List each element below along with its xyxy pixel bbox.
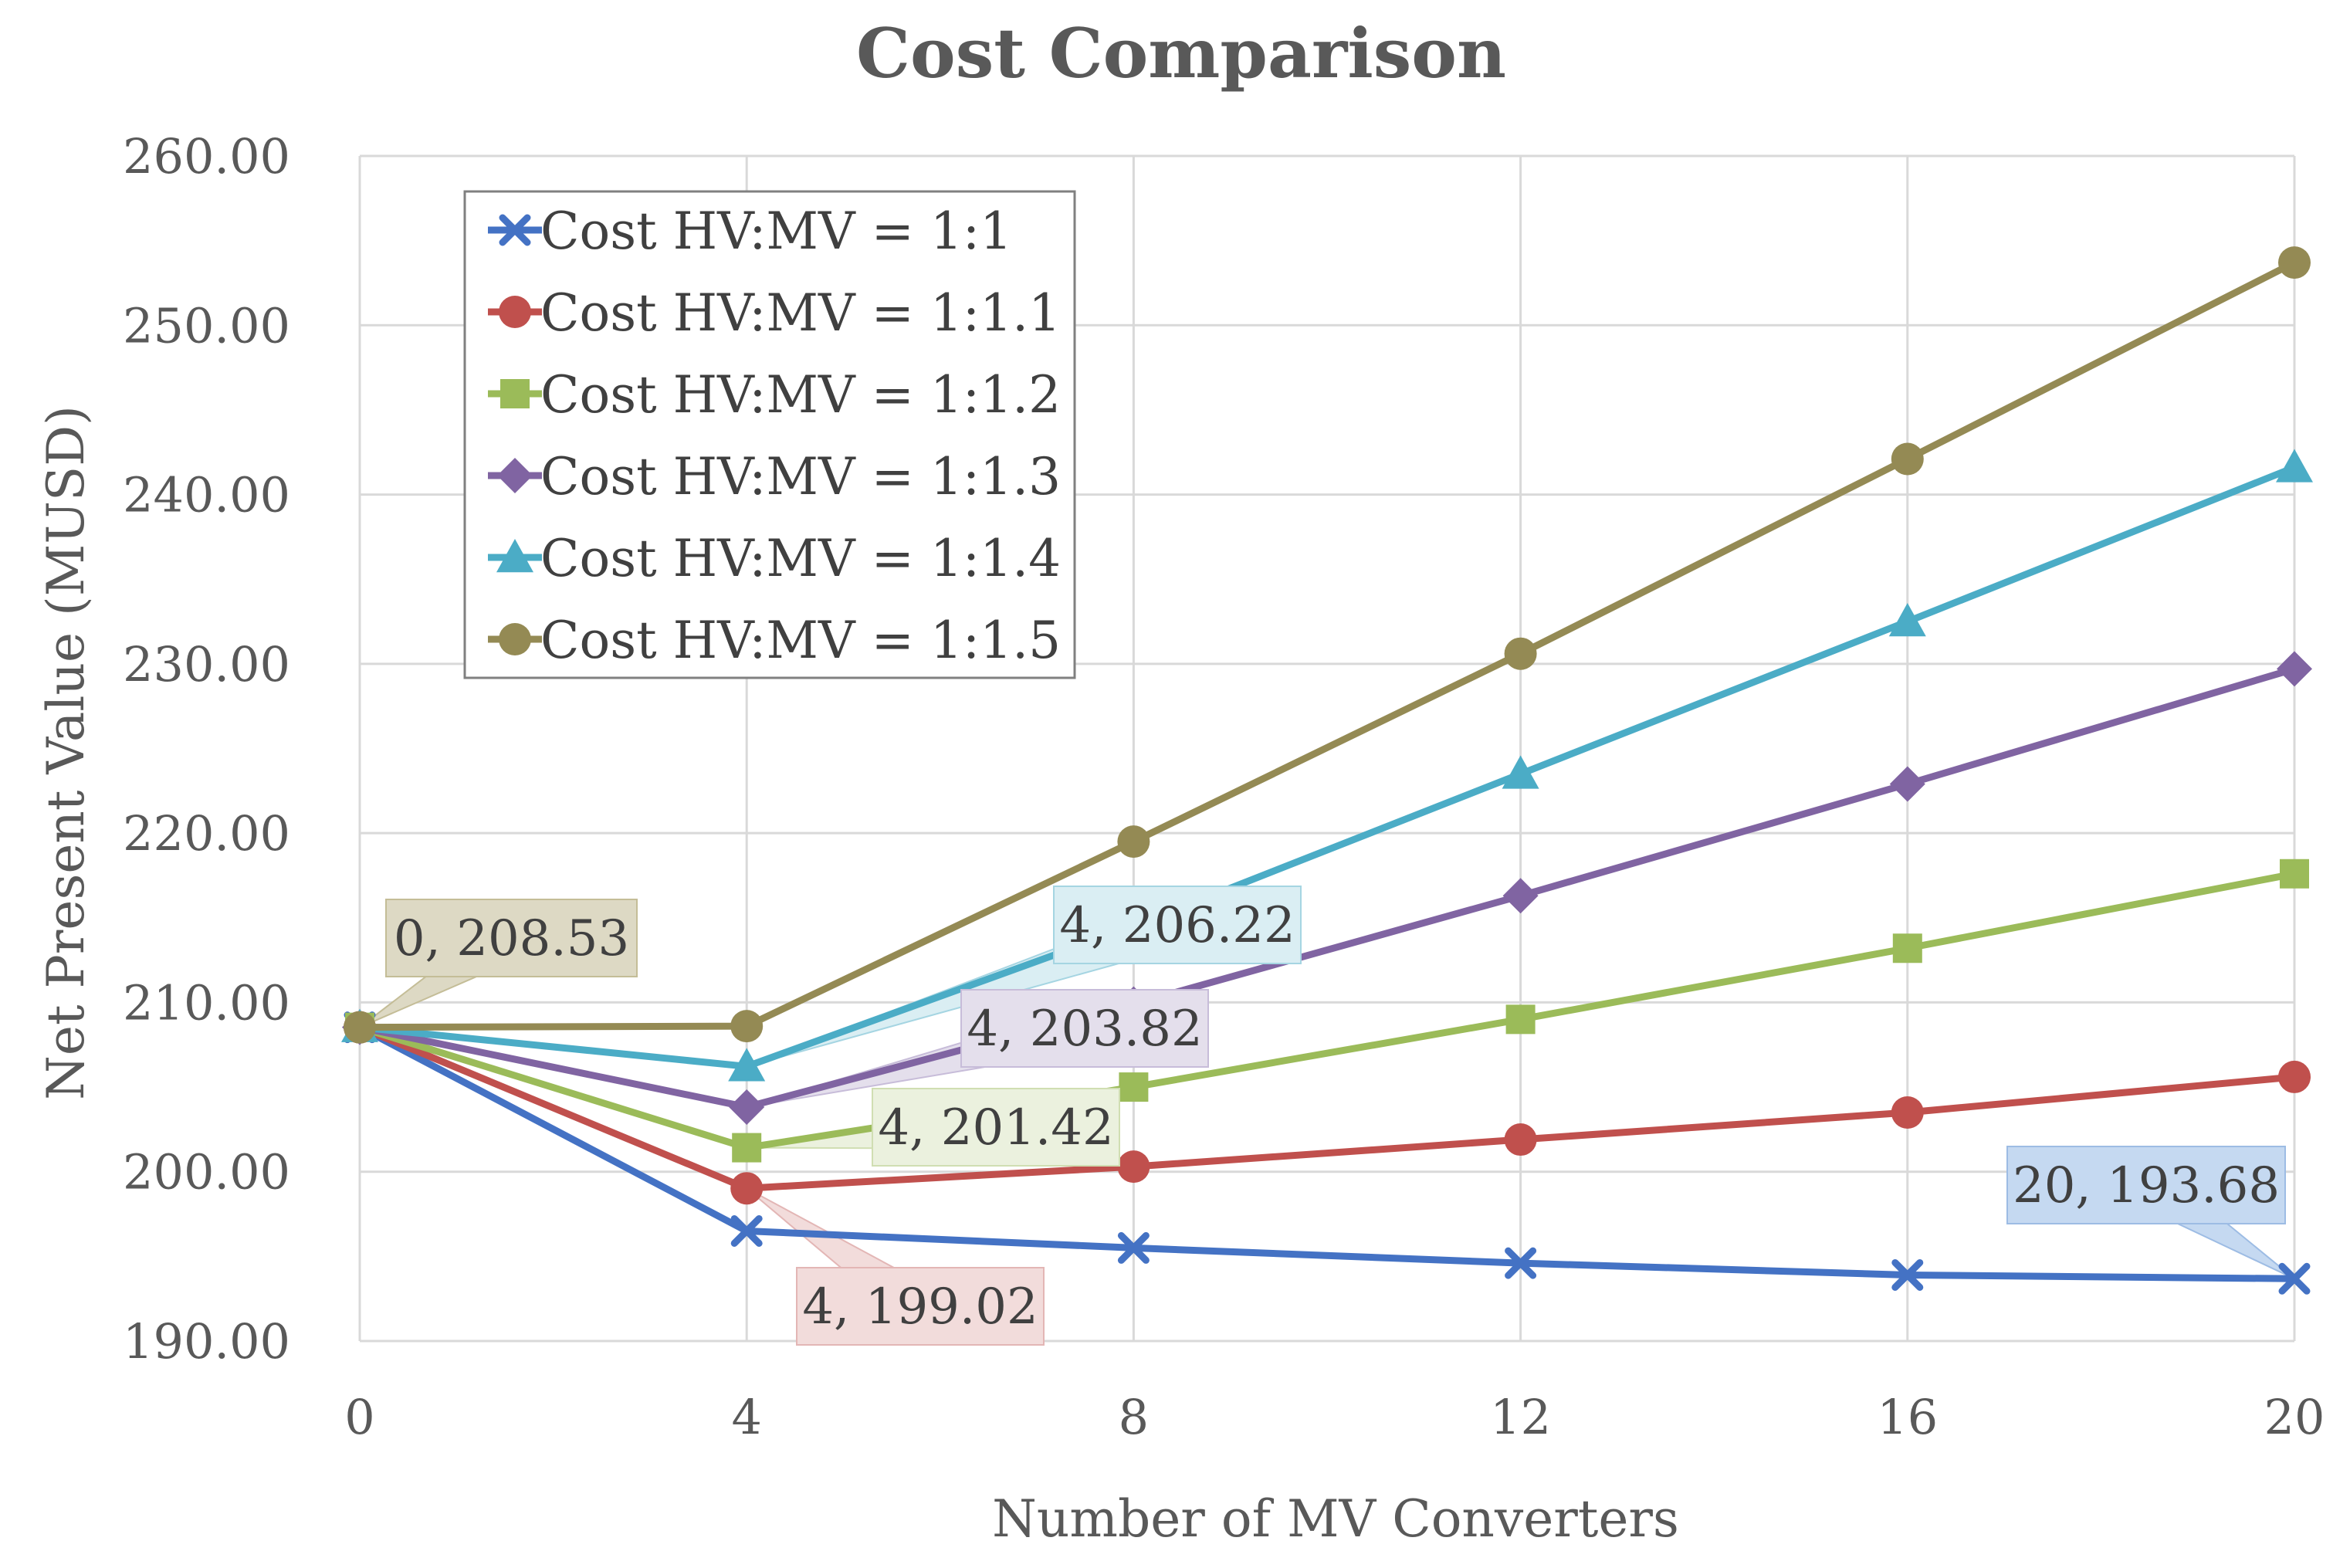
data-point [2276,449,2313,483]
legend-marker [499,623,531,655]
data-point [2280,859,2309,889]
legend-item: Cost HV:MV = 1:1.4 [488,529,1061,588]
legend-item: Cost HV:MV = 1:1.1 [488,283,1061,343]
x-tick-label: 8 [1119,1389,1149,1445]
data-point [1505,1004,1536,1035]
callout-label: 4, 201.42 [878,1099,1113,1157]
callout-box [960,989,1209,1068]
legend-box [463,190,1076,679]
callout-label: 0, 208.53 [394,910,629,967]
x-axis-ticks: 0 4 8 12 16 20 [344,1389,2325,1445]
callout-label: 4, 199.02 [802,1278,1038,1336]
chart-title: Cost Comparison [856,13,1506,93]
data-callout: 4, 206.22 [1053,886,1302,964]
data-point [1891,1258,1924,1291]
data-callout: 4, 203.82 [960,989,1209,1068]
callout-label: 20, 193.68 [2013,1157,2280,1214]
data-point [2278,246,2311,279]
legend-label: Cost HV:MV = 1:1.3 [540,447,1061,506]
series-line [358,1024,2295,1192]
x-tick-label: 16 [1877,1389,1938,1445]
data-point [1117,1231,1150,1264]
callout-label: 4, 203.82 [967,1001,1202,1058]
data-point [1889,766,1925,802]
legend-item: Cost HV:MV = 1:1.5 [488,611,1061,670]
series-line [359,665,2296,1111]
data-point [1504,637,1537,670]
y-tick-label: 220.00 [123,805,290,862]
x-tick-label: 12 [1490,1389,1551,1445]
callout-box [796,1267,1045,1346]
callout-box [872,1088,1120,1167]
callout-label: 4, 206.22 [1059,897,1295,954]
data-point [1117,825,1150,859]
data-point [1891,442,1924,476]
data-callout: 0, 208.53 [385,899,638,977]
y-tick-label: 260.00 [123,128,290,185]
legend-marker [499,214,531,246]
x-tick-label: 20 [2264,1389,2325,1445]
y-axis-label: Net Present Value (MUSD) [36,405,96,1100]
data-point [344,1011,376,1044]
series-line [359,259,2297,1031]
data-point [1892,933,1922,963]
data-point [1505,1247,1537,1279]
data-callout: 20, 193.68 [2006,1146,2286,1224]
legend: Cost HV:MV = 1:1 Cost HV:MV = 1:1.1 Cost H… [463,190,1076,679]
data-point [1119,1072,1149,1102]
legend-label: Cost HV:MV = 1:1 [540,202,1012,261]
x-axis-label: Number of MV Converters [992,1489,1679,1549]
data-point [1502,755,1539,789]
data-point [729,1089,765,1125]
data-point [1502,878,1539,914]
series-line [357,1024,2295,1282]
data-point [732,1133,762,1163]
legend-marker [499,296,531,328]
data-point [2278,1060,2311,1093]
legend-item: Cost HV:MV = 1:1 [488,202,1012,261]
data-point [1891,1096,1924,1129]
y-tick-label: 200.00 [123,1144,290,1201]
legend-label: Cost HV:MV = 1:1.2 [540,365,1061,425]
series-line [359,464,2296,1070]
y-tick-label: 250.00 [123,297,290,354]
data-callouts: 0, 208.53 4, 206.22 4, 203.82 4, 201.42 4, 1… [385,886,2286,1346]
data-point [730,1172,764,1205]
callout-box [1053,886,1302,964]
callout-box [2006,1146,2286,1224]
callout-box [385,899,638,977]
x-tick-label: 4 [731,1389,761,1445]
legend-marker [496,539,533,573]
legend-item: Cost HV:MV = 1:1.3 [488,447,1061,506]
data-point [2277,651,2312,687]
data-point [1504,1123,1537,1157]
legend-item: Cost HV:MV = 1:1.2 [488,365,1061,425]
legend-label: Cost HV:MV = 1:1.5 [540,611,1061,670]
data-point [730,1214,763,1247]
data-series [341,246,2313,1295]
legend-label: Cost HV:MV = 1:1.1 [540,283,1061,343]
data-callout: 4, 201.42 [872,1088,1120,1167]
y-tick-label: 240.00 [123,467,290,523]
y-tick-label: 190.00 [123,1313,290,1370]
legend-marker [500,379,530,408]
data-point [730,1010,764,1043]
data-point [2278,1262,2311,1295]
data-point [1888,603,1926,637]
y-axis-ticks: 190.00 200.00 210.00 220.00 230.00 240.00 250.… [123,128,290,1370]
data-callout: 4, 199.02 [796,1267,1045,1346]
data-point [728,1048,766,1082]
legend-marker [497,458,533,493]
series-6 [344,246,2311,1044]
legend-label: Cost HV:MV = 1:1.4 [540,529,1061,588]
y-tick-label: 210.00 [123,974,290,1031]
y-tick-label: 230.00 [123,636,290,693]
x-tick-label: 0 [344,1389,374,1445]
data-point [1117,1150,1150,1184]
series-line [358,870,2295,1152]
